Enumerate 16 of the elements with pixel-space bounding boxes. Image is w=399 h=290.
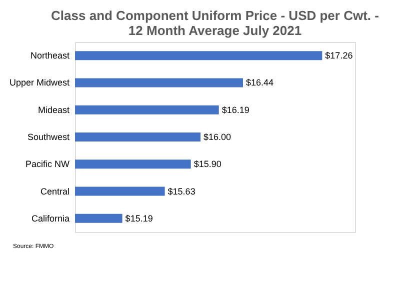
data-label: $15.19: [125, 213, 153, 224]
y-tick-label: Mideast: [38, 104, 70, 115]
data-label: $15.63: [168, 186, 196, 196]
data-label: $16.44: [246, 78, 274, 88]
y-tick-label: Northeast: [30, 50, 70, 61]
y-tick-label: California: [31, 213, 70, 224]
text: Class and Component Uniform Price - USD per Cwt. -: [51, 8, 379, 23]
y-tick-label: Central: [40, 186, 70, 196]
text: 12 Month Average July 2021: [128, 23, 302, 38]
data-label: $16.19: [222, 104, 250, 115]
y-tick-label: Upper Midwest: [9, 78, 70, 88]
y-tick-label: Pacific NW: [25, 159, 70, 170]
data-label: $17.26: [325, 50, 353, 61]
data-label: $16.00: [204, 132, 232, 142]
y-tick-label: Southwest: [27, 132, 70, 142]
data-label: $15.90: [194, 159, 222, 170]
